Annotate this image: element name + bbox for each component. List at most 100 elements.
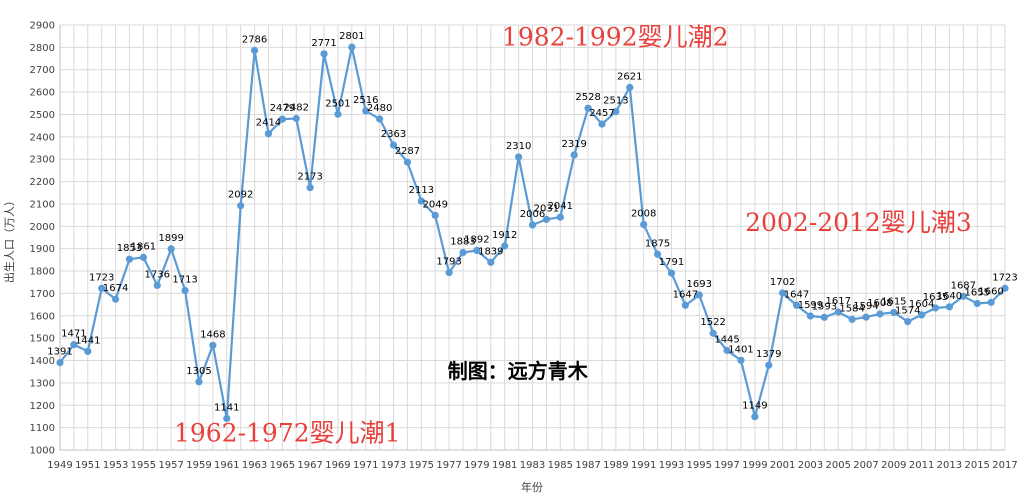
data-point	[890, 308, 898, 317]
data-label: 2319	[561, 139, 586, 150]
data-point	[667, 269, 676, 277]
x-axis-title: 年份	[521, 480, 543, 494]
data-point	[723, 346, 731, 355]
y-tick-label: 1100	[30, 423, 55, 434]
data-point	[84, 347, 92, 355]
data-point	[98, 284, 106, 292]
x-tick-label: 1975	[409, 460, 434, 471]
data-point	[1001, 284, 1009, 292]
data-point	[598, 120, 606, 128]
data-point	[876, 310, 884, 318]
data-point	[153, 281, 161, 289]
y-tick-label: 2800	[30, 43, 55, 54]
data-point	[417, 197, 425, 205]
data-point	[181, 286, 189, 295]
x-tick-label: 2013	[937, 460, 962, 471]
y-tick-label: 1000	[30, 446, 55, 457]
data-point	[167, 245, 175, 253]
data-point	[376, 115, 384, 123]
data-label: 1471	[61, 329, 86, 340]
data-point	[473, 246, 481, 255]
x-tick-label: 1949	[47, 460, 72, 471]
data-label: 2801	[339, 31, 364, 42]
data-label: 2482	[284, 103, 309, 114]
data-point	[918, 311, 926, 319]
data-point	[570, 151, 578, 159]
data-point	[640, 220, 648, 229]
x-tick-label: 1981	[492, 460, 517, 471]
x-tick-label: 1995	[687, 460, 712, 471]
data-label: 1674	[103, 283, 128, 294]
data-label: 2414	[256, 118, 281, 129]
data-point	[403, 158, 412, 166]
grid-layer	[59, 24, 1006, 451]
data-point	[278, 115, 286, 123]
data-label: 2008	[631, 209, 656, 220]
data-point	[834, 308, 842, 316]
data-label: 2480	[367, 103, 392, 114]
x-tick-label: 1963	[242, 460, 267, 471]
data-point	[334, 110, 342, 118]
data-point	[848, 315, 856, 323]
data-label: 2457	[589, 108, 614, 119]
data-point	[528, 221, 537, 229]
data-point	[904, 318, 912, 326]
x-tick-label: 1989	[603, 460, 628, 471]
data-label: 1853	[117, 243, 142, 254]
y-tick-label: 1200	[30, 401, 55, 412]
annotation-layer: 1962-1972婴儿潮1 1982-1992婴儿潮2 2002-2012婴儿潮3 制…	[174, 23, 972, 448]
y-tick-label: 2600	[30, 88, 55, 99]
data-point	[56, 358, 64, 367]
data-point	[111, 295, 120, 303]
x-tick-label: 2003	[798, 460, 823, 471]
data-point	[987, 298, 995, 306]
data-label: 2528	[575, 92, 600, 103]
baby-boom-annotation: 1962-1972婴儿潮1	[174, 419, 401, 448]
data-point	[931, 304, 940, 312]
data-point	[973, 299, 981, 308]
data-point	[751, 413, 759, 421]
data-label: 2006	[520, 209, 545, 220]
data-point	[306, 184, 314, 192]
y-tick-label: 2500	[30, 110, 55, 121]
y-axis-title: 出生人口（万人）	[2, 195, 16, 283]
data-label: 2173	[297, 172, 322, 183]
data-label: 1522	[700, 317, 725, 328]
data-point	[487, 258, 495, 266]
data-label: 1574	[895, 306, 920, 317]
data-point	[459, 248, 467, 257]
data-point	[945, 303, 954, 311]
data-point	[584, 104, 592, 112]
data-point	[209, 341, 217, 349]
x-tick-label: 1997	[714, 460, 739, 471]
data-label: 1640	[937, 291, 962, 302]
data-point	[320, 50, 328, 58]
data-label: 1599	[798, 300, 823, 311]
data-point	[431, 211, 439, 219]
y-tick-label: 1800	[30, 267, 55, 278]
y-tick-label: 1500	[30, 334, 55, 345]
data-point	[264, 130, 273, 138]
data-point	[125, 255, 134, 263]
data-point	[695, 291, 703, 299]
data-label: 1379	[756, 349, 781, 360]
y-tick-label: 2100	[30, 199, 55, 210]
data-point	[556, 213, 564, 221]
data-label: 1875	[645, 238, 670, 249]
data-label: 1391	[47, 347, 72, 358]
y-tick-label: 1600	[30, 311, 55, 322]
data-label: 1604	[909, 299, 934, 310]
y-tick-label: 1900	[30, 244, 55, 255]
data-label: 1647	[784, 289, 809, 300]
data-point	[959, 292, 967, 300]
data-label: 1660	[978, 286, 1003, 297]
data-label: 1584	[839, 303, 864, 314]
data-label: 1791	[659, 257, 684, 268]
x-tick-label: 2015	[964, 460, 989, 471]
data-point	[515, 153, 523, 161]
data-label: 1883	[450, 236, 475, 247]
x-tick-label: 2017	[992, 460, 1017, 471]
x-tick-label: 2009	[881, 460, 906, 471]
data-label: 1617	[826, 296, 851, 307]
